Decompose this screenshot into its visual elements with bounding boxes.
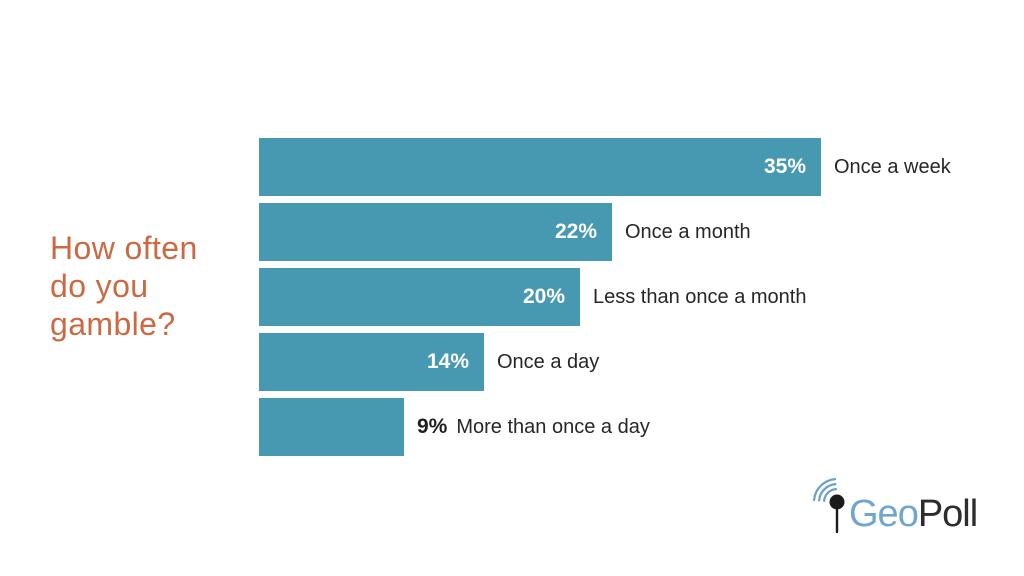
bar-category-label: Once a week bbox=[834, 156, 951, 179]
bar-category-label: 9% More than once a day bbox=[417, 415, 650, 439]
bar: 14% bbox=[259, 333, 484, 391]
bar-category-label: Less than once a month bbox=[593, 286, 806, 309]
bar-category-text: Once a month bbox=[625, 220, 751, 243]
bar-value-label: 22% bbox=[554, 220, 597, 243]
bar bbox=[259, 398, 404, 456]
geopoll-logo: GeoPoll bbox=[810, 472, 978, 536]
bar-category-text: Once a day bbox=[497, 350, 600, 373]
bar-value-label: 9% bbox=[417, 415, 448, 438]
bar: 22% bbox=[259, 203, 612, 261]
bar-value-label: 20% bbox=[522, 285, 565, 308]
bar-category-text: Less than once a month bbox=[593, 285, 807, 308]
bar-row: 20% Less than once a month bbox=[259, 268, 806, 326]
bar-chart: 35% Once a week 22% Once a month 20% Less tha… bbox=[259, 138, 1024, 463]
bar-category-text: Once a week bbox=[834, 155, 951, 178]
bar-category-label: Once a month bbox=[625, 221, 751, 244]
bar: 35% bbox=[259, 138, 821, 196]
bar-row: 9% More than once a day bbox=[259, 398, 650, 456]
bar-row: 35% Once a week bbox=[259, 138, 951, 196]
chart-title-line: How often bbox=[50, 230, 198, 266]
chart-title-line: do you bbox=[50, 268, 149, 304]
logo-text-poll: Poll bbox=[917, 493, 978, 535]
bar: 20% bbox=[259, 268, 580, 326]
chart-title-line: gamble? bbox=[50, 306, 176, 342]
bar-row: 14% Once a day bbox=[259, 333, 599, 391]
bar-row: 22% Once a month bbox=[259, 203, 751, 261]
chart-title: How often do you gamble? bbox=[50, 229, 198, 343]
pin-with-signal-icon bbox=[813, 478, 845, 534]
bar-category-text: More than once a day bbox=[456, 415, 650, 438]
logo-text-geo: Geo bbox=[849, 493, 919, 535]
bar-value-label: 14% bbox=[426, 350, 469, 373]
bar-category-label: Once a day bbox=[497, 351, 599, 374]
bar-value-label: 35% bbox=[763, 155, 806, 178]
geopoll-wordmark: GeoPoll bbox=[849, 493, 978, 536]
